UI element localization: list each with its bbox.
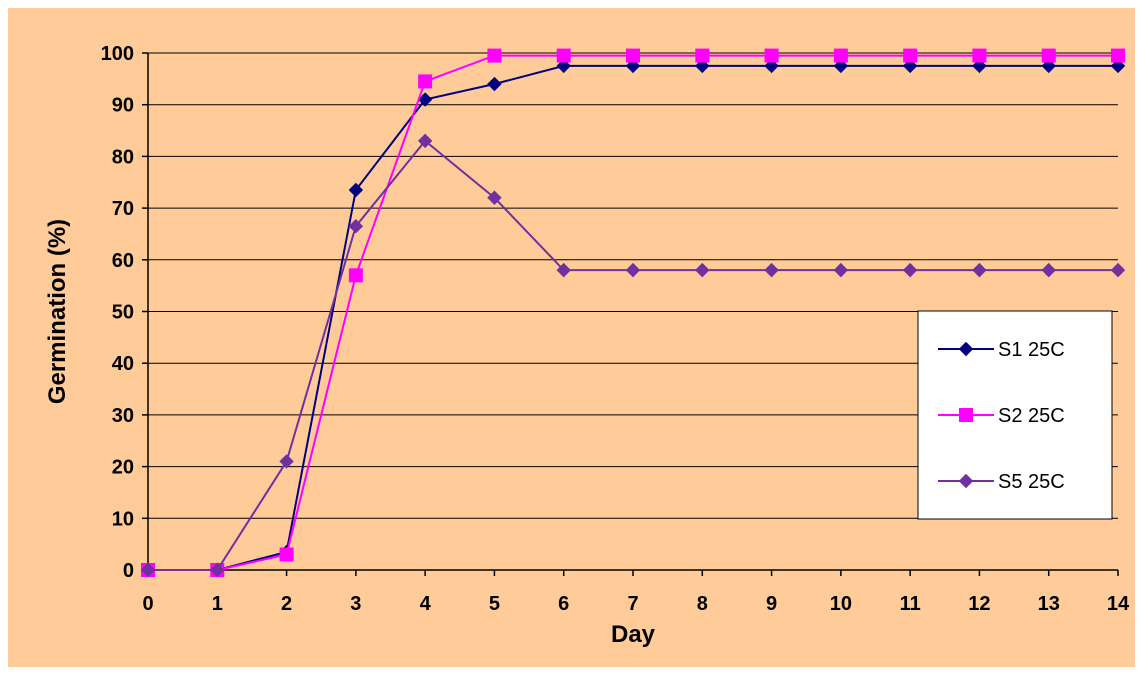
x-tick-label: 6	[558, 593, 569, 615]
data-point	[487, 48, 502, 63]
data-point	[417, 92, 433, 107]
legend-item-2: S2 25C	[938, 405, 1065, 427]
x-tick-label: 1	[212, 593, 223, 615]
data-point	[140, 562, 156, 578]
y-tick-label: 20	[112, 457, 134, 479]
data-point	[1041, 48, 1056, 63]
x-tick-label: 14	[1107, 593, 1130, 615]
data-point	[210, 562, 225, 578]
data-point	[972, 48, 987, 63]
data-point	[972, 262, 987, 278]
x-tick-label: 3	[350, 593, 361, 615]
data-point	[556, 58, 571, 74]
x-tick-label: 9	[766, 593, 777, 615]
data-point	[1110, 58, 1126, 74]
legend-label: S2 25C	[998, 405, 1065, 427]
y-tick-label: 10	[112, 508, 134, 530]
y-tick-label: 100	[101, 43, 134, 65]
x-tick-label: 7	[627, 593, 638, 615]
data-point	[348, 182, 364, 198]
data-point	[625, 58, 641, 74]
x-tick-label: 11	[900, 593, 921, 615]
data-point	[695, 262, 710, 278]
data-point	[695, 58, 710, 74]
y-tick-label: 90	[112, 95, 134, 117]
data-point	[487, 190, 502, 205]
data-point	[556, 262, 571, 278]
axes	[147, 53, 1119, 576]
data-point	[833, 58, 849, 74]
legend-label: S1 25C	[998, 339, 1065, 361]
legend-label: S5 25C	[998, 471, 1065, 493]
y-tick-label: 80	[112, 146, 134, 168]
series-3	[140, 133, 1126, 578]
y-axis-title: Germination (%)	[44, 219, 71, 404]
y-tick-labels: 0 10 20 30 40 50 60 70 80 90 100	[101, 43, 134, 582]
x-tick-label: 8	[697, 593, 708, 615]
data-point	[833, 48, 848, 63]
legend-marker	[958, 473, 974, 489]
data-point	[417, 133, 433, 149]
x-axis-title: Day	[611, 621, 656, 648]
legend: S1 25C S2 25C S5 25C	[917, 310, 1113, 520]
y-tick-label: 70	[112, 198, 134, 220]
legend-marker	[958, 341, 974, 357]
data-point	[903, 48, 918, 63]
y-tick-label: 30	[112, 405, 134, 427]
data-point	[556, 48, 571, 63]
data-point	[902, 262, 918, 278]
data-point	[625, 262, 641, 278]
legend-item-1: S1 25C	[938, 339, 1065, 361]
y-tick-label: 60	[112, 250, 134, 272]
data-point	[348, 218, 364, 234]
data-point	[279, 547, 294, 562]
data-point	[695, 48, 710, 63]
x-tick-label: 5	[489, 593, 500, 615]
x-tick-label: 4	[420, 593, 432, 615]
legend-marker	[959, 408, 973, 422]
data-point	[764, 262, 779, 278]
data-point	[487, 76, 502, 92]
data-point	[1111, 48, 1125, 63]
data-point	[764, 58, 779, 74]
x-tick-label: 12	[968, 593, 990, 615]
x-tick-label: 10	[830, 593, 852, 615]
data-point	[626, 48, 640, 63]
y-tick-label: 50	[112, 302, 134, 324]
data-point	[833, 262, 849, 278]
data-point	[1041, 262, 1056, 278]
data-point	[279, 454, 294, 469]
y-tick-label: 40	[112, 353, 134, 375]
data-point	[1110, 262, 1126, 278]
data-point	[902, 58, 918, 74]
y-tick-label: 0	[123, 560, 134, 582]
x-tick-label: 0	[142, 593, 153, 615]
series-group	[140, 48, 1126, 578]
data-point	[1041, 58, 1056, 74]
data-point	[418, 74, 433, 89]
x-tick-labels: 0 1 2 3 4 5 6 7 8 9 10 11 12 13 14	[142, 593, 1130, 615]
data-point	[764, 48, 779, 63]
x-tick-label: 2	[281, 593, 292, 615]
legend-item-3: S5 25C	[938, 471, 1065, 493]
data-point	[972, 58, 987, 74]
x-tick-label: 13	[1038, 593, 1060, 615]
data-point	[348, 268, 363, 283]
